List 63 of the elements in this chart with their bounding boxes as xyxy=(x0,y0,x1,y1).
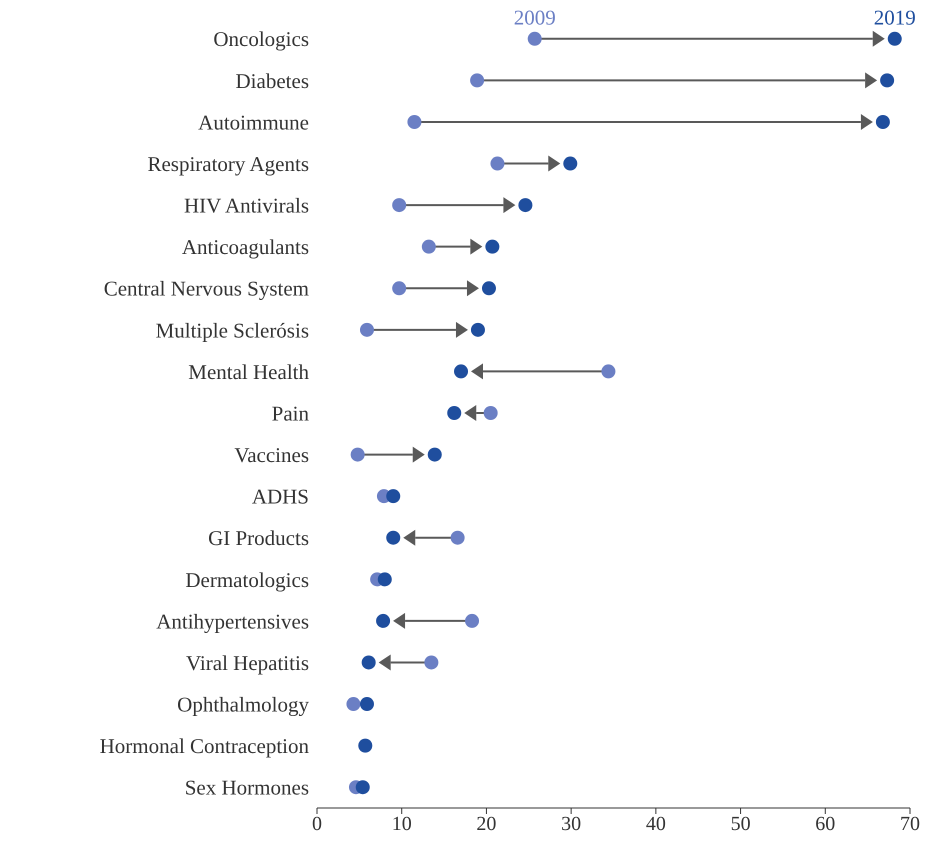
point xyxy=(392,198,406,212)
x-tick-label: 60 xyxy=(815,813,836,836)
point xyxy=(563,156,578,171)
point xyxy=(482,281,496,296)
point xyxy=(888,32,902,46)
point xyxy=(350,448,365,462)
point xyxy=(601,364,616,378)
series-label: 2009 xyxy=(514,5,556,30)
y-tick-label: Respiratory Agents xyxy=(147,152,309,176)
x-tick-label: 10 xyxy=(392,813,412,836)
x-tick-label: 40 xyxy=(646,813,666,836)
y-tick-label: Oncologics xyxy=(213,27,309,52)
y-tick-label: Hormonal Contraception xyxy=(100,734,310,758)
point xyxy=(424,655,438,670)
y-tick-label: HIV Antivirals xyxy=(184,194,309,218)
point xyxy=(428,448,442,462)
point xyxy=(470,322,485,337)
x-tick-label: 0 xyxy=(312,813,322,836)
point xyxy=(346,697,360,712)
y-tick-label: Multiple Sclerósis xyxy=(156,318,309,342)
y-tick-label: Diabetes xyxy=(236,68,309,93)
y-tick-label: Mental Health xyxy=(188,360,310,384)
point xyxy=(450,530,465,545)
point xyxy=(876,114,890,129)
x-tick-label: 20 xyxy=(476,813,496,836)
point xyxy=(465,614,480,628)
x-tick-label: 30 xyxy=(561,813,582,836)
y-tick-label: Vaccines xyxy=(234,443,309,468)
y-tick-label: Pain xyxy=(272,401,310,426)
point xyxy=(407,114,422,129)
point xyxy=(447,406,462,420)
point xyxy=(454,364,468,378)
point xyxy=(386,530,400,545)
point xyxy=(376,614,390,628)
point xyxy=(470,73,484,88)
point xyxy=(518,198,532,212)
y-tick-label: Viral Hepatitis xyxy=(186,650,309,675)
point xyxy=(378,572,392,586)
point xyxy=(392,281,406,296)
point xyxy=(880,73,894,88)
point xyxy=(490,156,504,171)
series-label: 2019 xyxy=(874,5,916,30)
point xyxy=(360,697,374,712)
y-tick-label: Dermatologics xyxy=(185,568,309,592)
y-tick-label: Central Nervous System xyxy=(104,276,309,301)
point xyxy=(362,655,376,670)
x-tick-label: 70 xyxy=(900,813,920,836)
point xyxy=(484,406,498,420)
point xyxy=(356,780,370,794)
y-tick-label: Antihypertensives xyxy=(156,609,309,634)
y-tick-label: Anticoagulants xyxy=(182,235,309,260)
y-tick-label: GI Products xyxy=(208,526,309,550)
point xyxy=(360,322,374,337)
y-tick-label: Autoimmune xyxy=(198,110,309,134)
point xyxy=(358,738,372,753)
point xyxy=(528,32,542,46)
x-tick-label: 50 xyxy=(730,813,751,836)
y-tick-label: Ophthalmology xyxy=(177,692,310,717)
point xyxy=(485,240,500,254)
point xyxy=(422,240,436,254)
y-tick-label: Sex Hormones xyxy=(184,776,309,800)
point xyxy=(386,489,400,504)
y-tick-label: ADHS xyxy=(252,484,309,509)
